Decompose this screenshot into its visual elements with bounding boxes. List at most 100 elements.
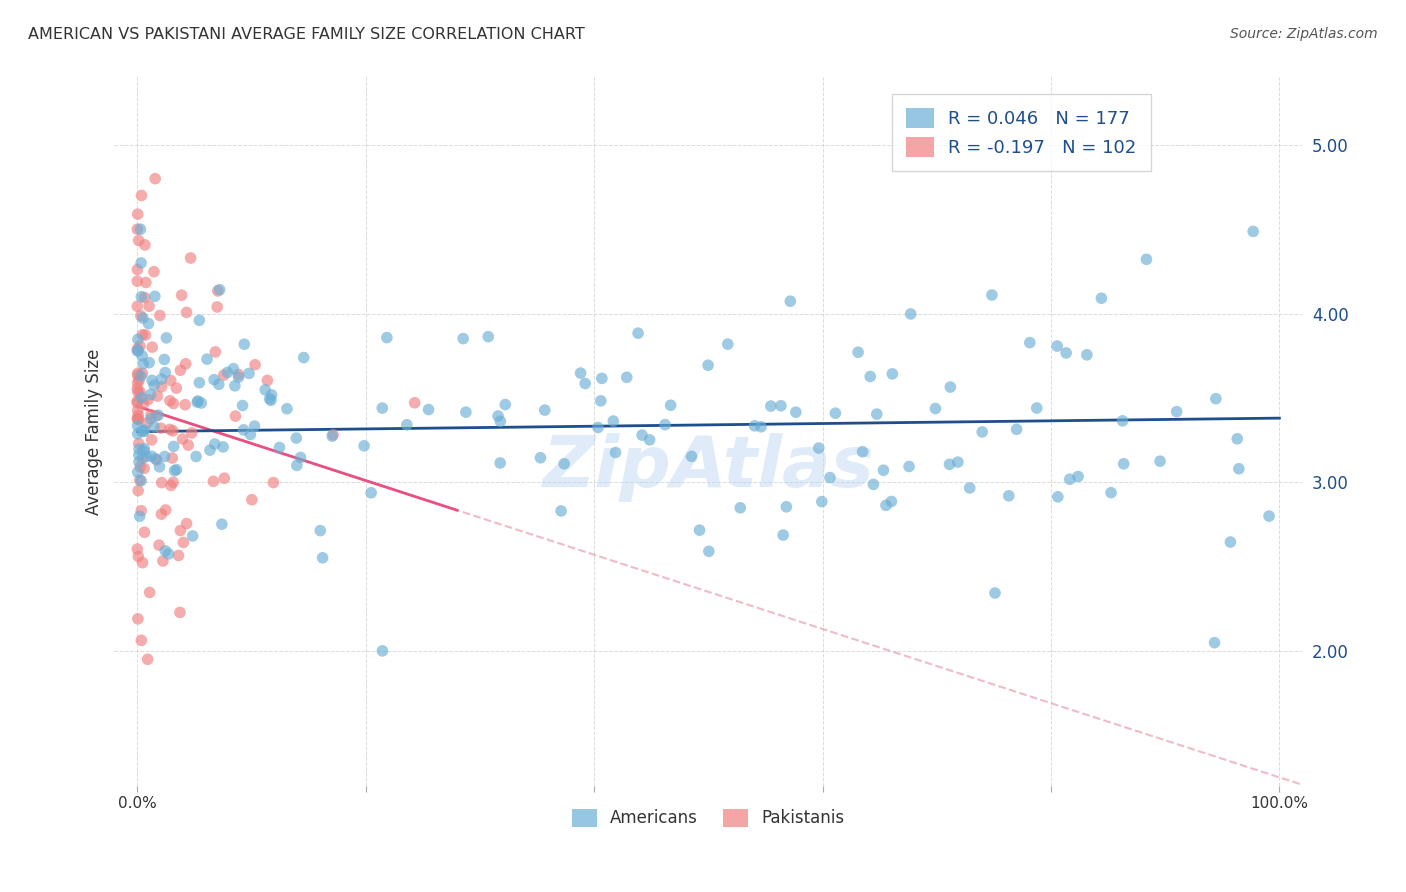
Point [127,343,149,358]
Legend: Americans, Pakistanis: Americans, Pakistanis [565,802,851,834]
Point [866,407,889,421]
Point [132,450,155,465]
Point [1090,291,1112,305]
Point [202,475,225,489]
Point [627,326,650,340]
Point [211,517,233,532]
Point [1205,392,1227,406]
Point [177,438,200,452]
Point [153,366,176,380]
Point [143,289,166,303]
Point [162,475,184,490]
Point [321,429,343,443]
Point [924,401,946,416]
Point [146,389,169,403]
Point [135,450,157,464]
Point [135,276,157,290]
Point [243,358,266,372]
Point [256,373,278,387]
Point [228,370,250,384]
Point [360,485,382,500]
Point [477,329,499,343]
Point [127,412,149,426]
Point [375,330,398,344]
Text: Source: ZipAtlas.com: Source: ZipAtlas.com [1230,27,1378,41]
Point [127,332,149,346]
Point [489,456,512,470]
Point [148,459,170,474]
Point [188,313,211,327]
Point [128,448,150,462]
Point [131,367,153,381]
Point [186,395,208,409]
Point [586,420,609,434]
Point [859,369,882,384]
Point [127,385,149,400]
Point [141,449,163,463]
Point [138,356,160,370]
Point [132,357,155,371]
Point [207,284,229,298]
Point [972,425,994,439]
Point [127,403,149,417]
Point [689,523,711,537]
Point [769,399,792,413]
Point [162,424,184,438]
Point [946,455,969,469]
Point [150,372,173,386]
Point [139,387,162,401]
Point [127,342,149,356]
Point [127,396,149,410]
Point [141,373,163,387]
Point [129,368,152,383]
Point [418,402,440,417]
Point [127,368,149,383]
Point [240,492,263,507]
Point [208,283,231,297]
Point [131,391,153,405]
Point [260,388,283,402]
Point [128,234,150,248]
Point [222,361,245,376]
Point [136,392,159,407]
Point [129,339,152,353]
Point [1227,462,1250,476]
Point [262,475,284,490]
Point [659,398,682,412]
Point [139,411,162,425]
Point [132,396,155,410]
Point [169,606,191,620]
Point [681,450,703,464]
Point [454,405,477,419]
Point [163,464,186,478]
Point [127,376,149,390]
Point [180,425,202,440]
Point [127,612,149,626]
Point [162,439,184,453]
Point [882,367,904,381]
Point [569,366,592,380]
Point [169,524,191,538]
Point [159,373,181,387]
Point [131,556,153,570]
Point [167,549,190,563]
Point [574,376,596,391]
Point [269,441,291,455]
Point [208,377,231,392]
Point [127,207,149,221]
Point [129,385,152,400]
Point [160,450,183,465]
Point [127,465,149,479]
Point [1099,485,1122,500]
Point [205,300,228,314]
Point [591,371,613,385]
Point [1111,414,1133,428]
Point [292,351,315,365]
Point [290,450,312,465]
Point [127,262,149,277]
Point [198,443,221,458]
Point [127,542,149,557]
Point [134,442,156,456]
Point [602,414,624,428]
Point [371,644,394,658]
